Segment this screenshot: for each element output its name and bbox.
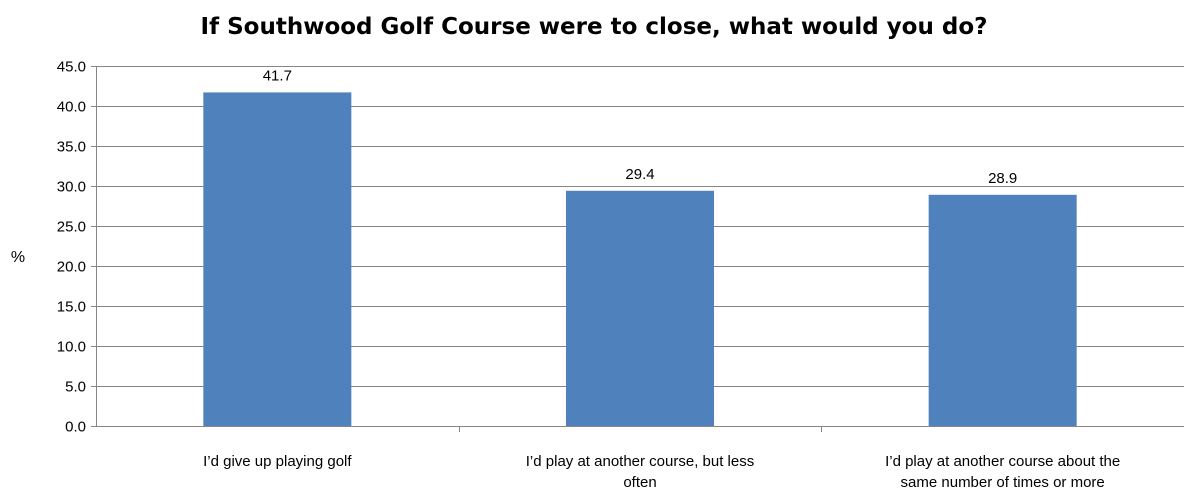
- y-tick-label: 15.0: [57, 299, 86, 316]
- x-tick-label: I’d give up playing golf: [203, 453, 352, 470]
- y-axis-label: %: [11, 249, 25, 266]
- data-labels: 41.7 29.4 28.9: [263, 67, 1018, 186]
- bar: [566, 190, 714, 426]
- data-label: 28.9: [988, 170, 1017, 187]
- y-tick-label: 40.0: [57, 99, 86, 116]
- bar: [928, 194, 1077, 426]
- y-tick-label: 0.0: [65, 419, 86, 436]
- y-axis-ticks: 0.0 5.0 10.0 15.0 20.0 25.0 30.0 35.0 40.0 45.0: [57, 59, 96, 436]
- x-tick-label: I’d play at another course about the same…: [885, 453, 1120, 491]
- bar: [203, 92, 352, 427]
- x-tick-label: I’d play at another course, but less ofte…: [526, 453, 754, 491]
- y-tick-label: 10.0: [57, 339, 86, 356]
- chart-title: If Southwood Golf Course were to close, …: [201, 14, 988, 40]
- data-label: 29.4: [625, 166, 654, 183]
- data-label: 41.7: [263, 67, 292, 84]
- y-tick-label: 25.0: [57, 219, 86, 236]
- y-tick-label: 35.0: [57, 139, 86, 156]
- x-axis-category-labels: I’d give up playing golf I’d play at anot…: [203, 453, 1120, 491]
- y-tick-label: 45.0: [57, 59, 86, 76]
- axes: [96, 66, 1184, 432]
- y-tick-label: 20.0: [57, 259, 86, 276]
- y-tick-label: 5.0: [65, 379, 86, 396]
- y-tick-label: 30.0: [57, 179, 86, 196]
- bars: [203, 92, 1077, 427]
